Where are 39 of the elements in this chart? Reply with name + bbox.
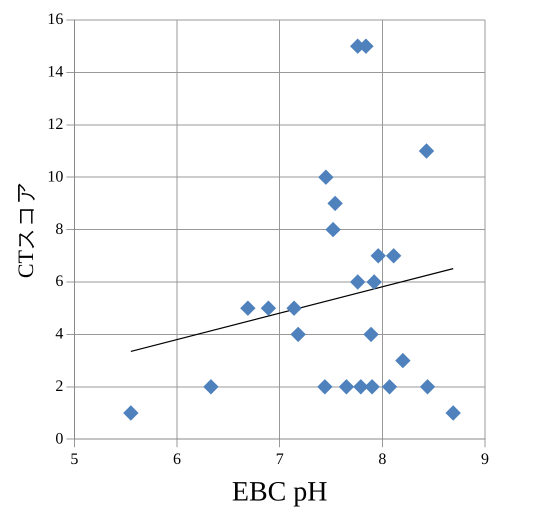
point [338,379,354,394]
x-tick-label: 8 [378,451,386,468]
x-tick-label: 5 [70,451,78,468]
y-tick-label: 12 [47,116,64,134]
point [370,248,386,264]
point [353,379,368,394]
y-tick-label: 14 [47,64,64,81]
point [446,406,461,420]
y-tick-label: 4 [55,326,64,343]
point [260,300,276,316]
point [420,379,436,394]
y-tick-label: 16 [47,11,64,28]
y-tick-label: 8 [55,220,64,238]
y-tick-label: 2 [55,378,64,396]
y-tick-label: 0 [55,430,64,448]
point [290,326,306,342]
point [123,406,138,420]
point [350,274,366,290]
point [386,248,402,264]
point [203,379,218,394]
y-tick-label: 10 [47,168,64,186]
y-tick-label: 6 [55,273,64,290]
x-tick-label: 9 [481,451,489,468]
x-axis-title: EBC pH [232,476,328,508]
y-axis-title: CTスコア [12,181,38,278]
point [286,300,302,316]
point [382,379,398,394]
point [240,300,256,316]
point [317,379,332,394]
point [366,274,382,290]
point [364,326,379,342]
point [418,144,434,158]
x-tick-label: 6 [173,451,182,468]
point [395,353,410,368]
point [328,196,343,211]
point [318,170,334,185]
point [364,379,380,394]
x-tick-label: 7 [276,451,284,468]
point [326,222,341,238]
